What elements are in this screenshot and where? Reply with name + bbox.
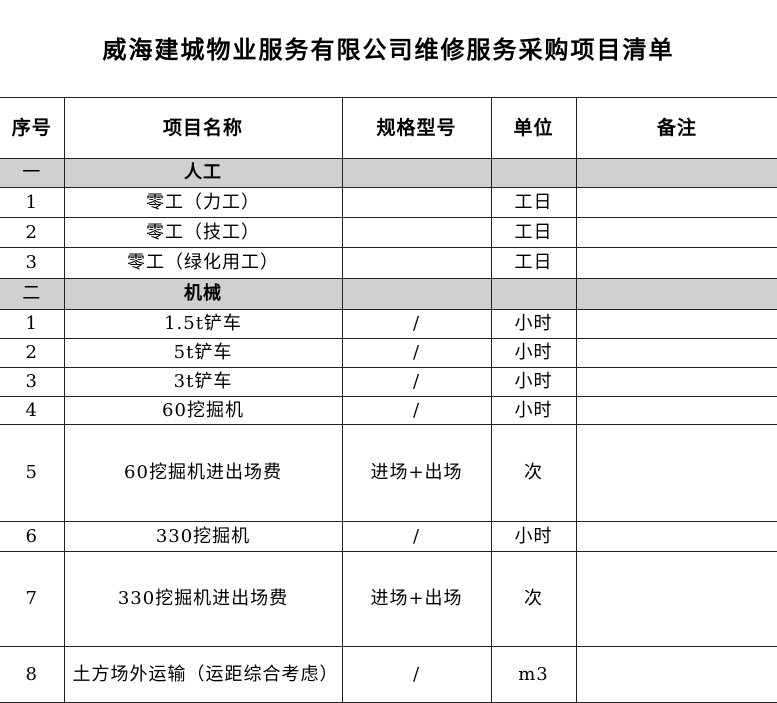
table-row: 3 零工（绿化用工） 工日 — [0, 247, 777, 279]
cell-spec — [341, 187, 492, 218]
cell-spec — [341, 158, 492, 188]
table-row: 1 零工（力工） 工日 — [0, 187, 777, 218]
cell-unit: 工日 — [490, 187, 577, 218]
table-row: 2 5t铲车 / 小时 — [0, 338, 777, 368]
cell-no: 一 — [0, 158, 65, 188]
cell-unit: 次 — [490, 551, 577, 647]
cell-note — [575, 187, 777, 218]
table-header: 序号 项目名称 规格型号 单位 备注 — [0, 97, 777, 159]
cell-no: 1 — [0, 187, 65, 218]
cell-name: 60挖掘机 — [63, 396, 343, 425]
cell-note — [575, 396, 777, 425]
table-row: 3 3t铲车 / 小时 — [0, 367, 777, 397]
cell-name: 零工（力工） — [63, 187, 343, 218]
cell-unit: 小时 — [490, 309, 577, 339]
cell-unit: 小时 — [490, 396, 577, 425]
cell-spec: / — [341, 338, 492, 368]
cell-unit: 小时 — [490, 338, 577, 368]
cell-note — [575, 338, 777, 368]
cell-spec: / — [341, 646, 492, 703]
cell-note — [575, 646, 777, 703]
table-row: 4 60挖掘机 / 小时 — [0, 396, 777, 425]
header-no: 序号 — [0, 97, 65, 159]
cell-no: 2 — [0, 338, 65, 368]
table-row: 5 60挖掘机进出场费 进场+出场次 — [0, 424, 777, 522]
table-row: 8 土方场外运输（运距综合考虑） / m3 — [0, 646, 777, 703]
header-spec: 规格型号 — [341, 97, 492, 159]
cell-note — [575, 367, 777, 397]
cell-no: 3 — [0, 367, 65, 397]
table-row: 1 1.5t铲车 / 小时 — [0, 309, 777, 339]
cell-unit: 次 — [490, 424, 577, 522]
cell-note — [575, 424, 777, 522]
cell-unit: 工日 — [490, 247, 577, 279]
page-title: 威海建城物业服务有限公司维修服务采购项目清单 — [102, 35, 675, 64]
cell-note — [575, 521, 777, 552]
cell-spec — [341, 247, 492, 279]
cell-name: 人工 — [63, 158, 343, 188]
cell-spec: / — [341, 396, 492, 425]
category-row: 二机械 — [0, 278, 777, 310]
cell-name: 3t铲车 — [63, 367, 343, 397]
cell-no: 5 — [0, 424, 65, 522]
cell-name: 330挖掘机进出场费 — [63, 551, 343, 647]
cell-name: 零工（绿化用工） — [63, 247, 343, 279]
cell-name: 土方场外运输（运距综合考虑） — [63, 646, 343, 703]
cell-unit: m3 — [490, 646, 577, 703]
cell-name: 零工（技工） — [63, 217, 343, 248]
cell-unit — [490, 278, 577, 310]
table-row: 7 330挖掘机进出场费 进场+出场次 — [0, 551, 777, 647]
cell-name: 机械 — [63, 278, 343, 310]
cell-spec: 进场+出场 — [341, 551, 492, 647]
category-row: 一人工 — [0, 158, 777, 188]
cell-no: 2 — [0, 217, 65, 248]
procurement-table: 序号 项目名称 规格型号 单位 备注 一人工 1 零工（力工） 工日 2 零工（技工） 工日… — [0, 97, 777, 703]
cell-note — [575, 309, 777, 339]
cell-note — [575, 278, 777, 310]
cell-spec: 进场+出场 — [341, 424, 492, 522]
cell-unit — [490, 158, 577, 188]
cell-unit: 小时 — [490, 521, 577, 552]
table-row: 6 330挖掘机 / 小时 — [0, 521, 777, 552]
cell-unit: 工日 — [490, 217, 577, 248]
cell-no: 8 — [0, 646, 65, 703]
cell-spec — [341, 217, 492, 248]
cell-spec: / — [341, 521, 492, 552]
header-unit: 单位 — [490, 97, 577, 159]
cell-no: 二 — [0, 278, 65, 310]
cell-note — [575, 158, 777, 188]
cell-name: 1.5t铲车 — [63, 309, 343, 339]
cell-name: 5t铲车 — [63, 338, 343, 368]
table-row: 2 零工（技工） 工日 — [0, 217, 777, 248]
cell-no: 6 — [0, 521, 65, 552]
cell-name: 330挖掘机 — [63, 521, 343, 552]
cell-name: 60挖掘机进出场费 — [63, 424, 343, 522]
cell-unit: 小时 — [490, 367, 577, 397]
cell-spec — [341, 278, 492, 310]
cell-spec: / — [341, 367, 492, 397]
cell-no: 4 — [0, 396, 65, 425]
header-name: 项目名称 — [63, 97, 343, 159]
cell-spec: / — [341, 309, 492, 339]
cell-note — [575, 217, 777, 248]
cell-no: 1 — [0, 309, 65, 339]
cell-note — [575, 247, 777, 279]
cell-no: 3 — [0, 247, 65, 279]
header-note: 备注 — [575, 97, 777, 159]
cell-no: 7 — [0, 551, 65, 647]
cell-note — [575, 551, 777, 647]
